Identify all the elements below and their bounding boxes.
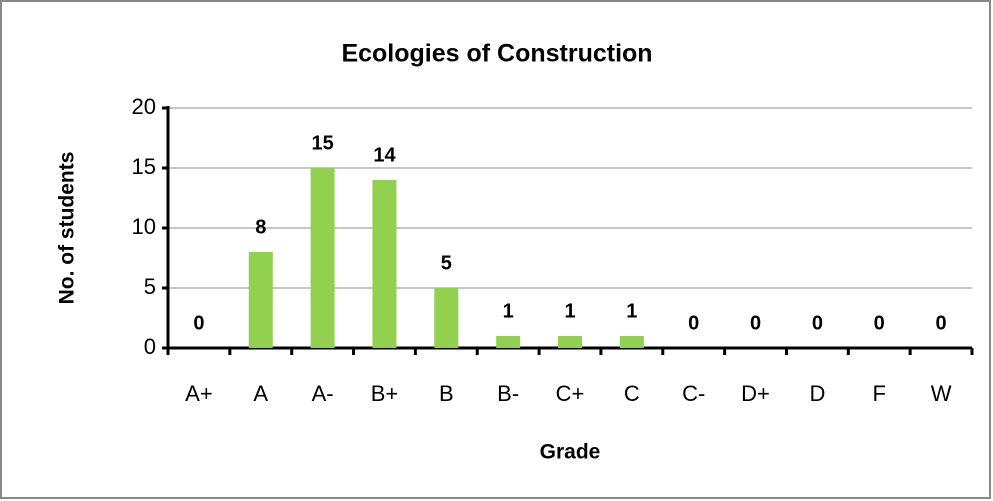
y-tick-label: 0 [144,334,156,359]
x-tick-label: F [873,381,886,406]
bar [434,288,459,348]
data-label: 0 [750,312,761,334]
bar [248,252,273,348]
data-label: 8 [255,216,266,238]
data-label: 1 [503,300,514,322]
x-tick-label: B+ [371,381,399,406]
data-label: 0 [193,312,204,334]
y-tick-label: 10 [132,214,156,239]
x-tick-label: A [253,381,268,406]
bar [310,168,335,348]
y-tick-label: 20 [132,94,156,119]
x-tick-label: W [931,381,952,406]
y-axis-label: No. of students [56,152,79,305]
bar [372,180,397,348]
data-label: 0 [874,312,885,334]
data-label: 1 [626,300,637,322]
data-label: 14 [373,144,396,166]
data-label: 1 [564,300,575,322]
data-label: 5 [441,252,452,274]
x-tick-label: C [624,381,640,406]
bar [619,336,644,348]
x-tick-label: C- [682,381,705,406]
chart-title: Ecologies of Construction [341,40,652,68]
x-tick-label: A- [312,381,334,406]
x-tick-label: A+ [185,381,213,406]
y-tick-label: 15 [132,154,156,179]
bar [558,336,582,348]
x-tick-label: C+ [556,381,585,406]
x-tick-label: D+ [741,381,770,406]
data-label: 0 [688,312,699,334]
x-tick-label: D [809,381,825,406]
x-tick-label: B [439,381,454,406]
data-label: 15 [311,132,333,154]
bar [496,336,521,348]
data-label: 0 [812,312,823,334]
x-tick-label: B- [497,381,519,406]
data-label: 0 [936,312,947,334]
y-tick-label: 5 [144,274,156,299]
x-axis-label: Grade [540,441,601,464]
